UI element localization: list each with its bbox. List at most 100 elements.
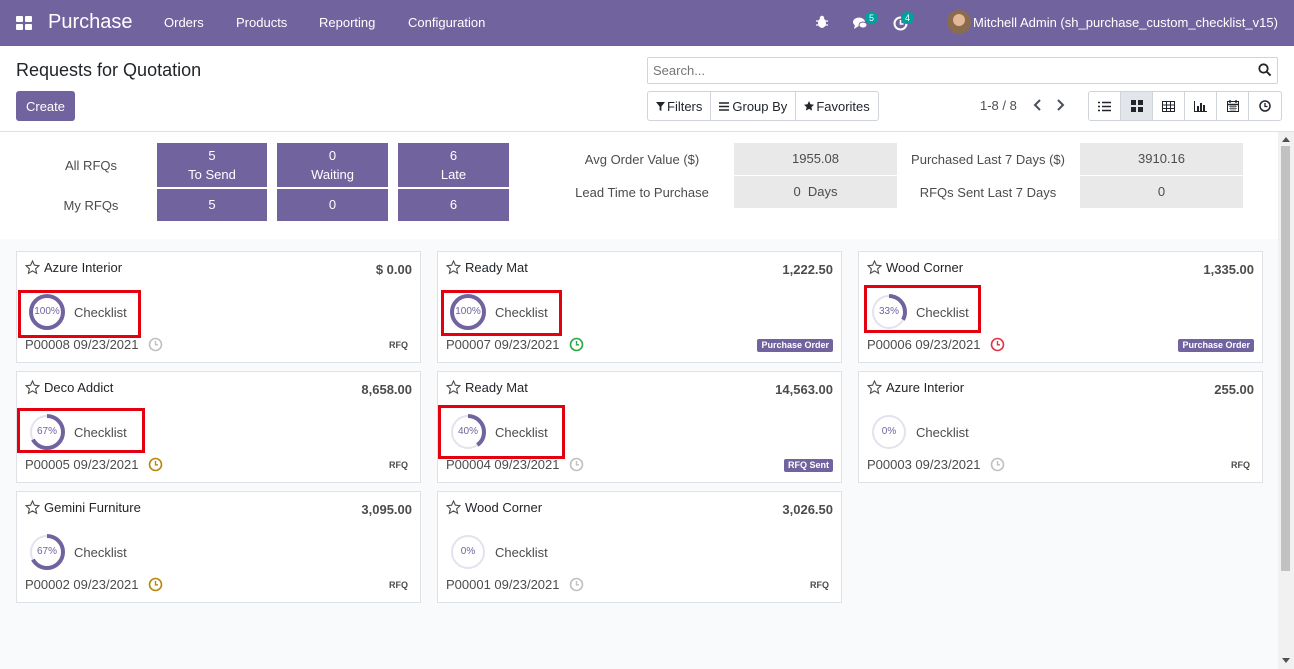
rfq-card[interactable]: Wood Corner 3,026.50 0% Checklist P00001 09/… — [437, 491, 842, 603]
rfq-card[interactable]: Azure Interior 255.00 0% Checklist P00003 09… — [858, 371, 1263, 483]
highlight-box — [864, 285, 981, 333]
app-brand[interactable]: Purchase — [48, 11, 133, 33]
status-badge: RFQ — [389, 340, 408, 350]
my-waiting-box[interactable]: 0 — [277, 189, 388, 221]
highlight-box — [441, 290, 562, 336]
checklist-percent: 0% — [881, 426, 897, 437]
activity-clock-icon[interactable] — [990, 457, 1005, 472]
scrollbar[interactable] — [1278, 132, 1294, 669]
checklist-percent: 40% — [457, 426, 478, 437]
checklist-label[interactable]: Checklist — [495, 305, 548, 320]
star-icon[interactable] — [25, 500, 40, 515]
search-icon[interactable] — [1258, 63, 1272, 77]
filters-button[interactable]: Filters — [648, 92, 712, 120]
pivot-view-button[interactable] — [1153, 92, 1185, 120]
favorites-button[interactable]: Favorites — [796, 92, 877, 120]
bug-icon[interactable] — [815, 15, 829, 29]
checklist-progress-ring — [29, 294, 65, 330]
checklist-label[interactable]: Checklist — [74, 545, 127, 560]
create-button[interactable]: Create — [16, 91, 75, 121]
checklist-label[interactable]: Checklist — [495, 425, 548, 440]
my-late-box[interactable]: 6 — [398, 189, 509, 221]
bar-chart-icon — [1194, 100, 1207, 112]
activity-clock-icon[interactable] — [990, 337, 1005, 352]
star-icon[interactable] — [867, 380, 882, 395]
messages-icon[interactable] — [852, 16, 868, 30]
scroll-down-icon[interactable] — [1282, 658, 1290, 664]
user-avatar[interactable] — [947, 10, 971, 34]
menu-configuration[interactable]: Configuration — [408, 15, 486, 30]
rfq-card[interactable]: Azure Interior $ 0.00 100% Checklist P00008 … — [16, 251, 421, 363]
groupby-button[interactable]: Group By — [711, 92, 797, 120]
star-icon[interactable] — [446, 380, 461, 395]
rfq-card[interactable]: Wood Corner 1,335.00 33% Checklist P00006 09… — [858, 251, 1263, 363]
waiting-box[interactable]: 0 Waiting — [277, 143, 388, 187]
checklist-label[interactable]: Checklist — [916, 425, 969, 440]
pager-value[interactable]: 1-8 / 8 — [980, 98, 1017, 113]
checklist-label[interactable]: Checklist — [495, 545, 548, 560]
star-icon[interactable] — [25, 260, 40, 275]
waiting-count: 0 — [328, 148, 337, 163]
menu-reporting[interactable]: Reporting — [319, 15, 376, 30]
purchased-value: 3910.16 — [1080, 143, 1243, 175]
groupby-label: Group By — [732, 98, 788, 114]
lead-time-label: Lead Time to Purchase — [575, 185, 709, 200]
activity-clock-icon[interactable] — [569, 577, 584, 592]
graph-view-button[interactable] — [1185, 92, 1217, 120]
rfq-card[interactable]: Ready Mat 14,563.00 40% Checklist P00004 09/… — [437, 371, 842, 483]
status-badge: Purchase Order — [757, 339, 833, 352]
all-rfqs-label: All RFQs — [65, 158, 117, 173]
highlight-box — [17, 408, 145, 453]
chevron-right-icon[interactable] — [1053, 98, 1067, 112]
checklist-percent: 33% — [878, 306, 899, 317]
activity-clock-icon[interactable] — [569, 457, 584, 472]
order-amount: 1,222.50 — [782, 262, 833, 277]
status-badge: RFQ Sent — [783, 459, 833, 472]
scroll-up-icon[interactable] — [1282, 136, 1290, 142]
star-icon[interactable] — [867, 260, 882, 275]
kanban-icon — [1130, 100, 1143, 112]
checklist-percent: 100% — [455, 306, 481, 317]
calendar-view-button[interactable] — [1217, 92, 1249, 120]
checklist-label[interactable]: Checklist — [916, 305, 969, 320]
list-view-button[interactable] — [1089, 92, 1121, 120]
my-to-send-box[interactable]: 5 — [157, 189, 267, 221]
user-menu[interactable]: Mitchell Admin (sh_purchase_custom_check… — [973, 15, 1278, 30]
kanban-view-button[interactable] — [1121, 92, 1153, 120]
menu-products[interactable]: Products — [236, 15, 288, 30]
order-amount: 3,026.50 — [782, 502, 833, 517]
checklist-percent: 0% — [460, 546, 476, 557]
checklist-label[interactable]: Checklist — [74, 425, 127, 440]
rfqs-sent-label: RFQs Sent Last 7 Days — [919, 185, 1057, 200]
late-box[interactable]: 6 Late — [398, 143, 509, 187]
activity-clock-icon[interactable] — [148, 337, 163, 352]
checklist-progress-ring — [872, 415, 906, 449]
chevron-left-icon[interactable] — [1031, 98, 1045, 112]
scrollbar-thumb[interactable] — [1281, 146, 1290, 571]
menu-orders[interactable]: Orders — [164, 15, 204, 30]
checklist-progress-ring — [450, 414, 486, 450]
apps-menu-icon[interactable] — [16, 16, 32, 30]
messages-badge: 5 — [865, 12, 879, 24]
order-reference: P00008 09/23/2021 — [25, 337, 139, 352]
order-reference: P00007 09/23/2021 — [446, 337, 560, 352]
rfq-card[interactable]: Deco Addict 8,658.00 67% Checklist P00005 09… — [16, 371, 421, 483]
activity-view-button[interactable] — [1249, 92, 1281, 120]
activity-clock-icon[interactable] — [569, 337, 584, 352]
rfq-card[interactable]: Gemini Furniture 3,095.00 67% Checklist P000… — [16, 491, 421, 603]
partner-name: Ready Mat — [465, 380, 528, 395]
lead-time-value: 0 Days — [734, 176, 897, 208]
checklist-percent: 67% — [36, 426, 57, 437]
checklist-label[interactable]: Checklist — [74, 305, 127, 320]
star-icon[interactable] — [446, 260, 461, 275]
rfq-card[interactable]: Ready Mat 1,222.50 100% Checklist P00007 09/… — [437, 251, 842, 363]
to-send-box[interactable]: 5 To Send — [157, 143, 267, 187]
star-icon[interactable] — [25, 380, 40, 395]
activity-clock-icon[interactable] — [148, 577, 163, 592]
search-input[interactable] — [648, 58, 1238, 83]
top-navbar: Purchase Orders Products Reporting Confi… — [0, 0, 1294, 46]
star-icon[interactable] — [446, 500, 461, 515]
late-count: 6 — [449, 148, 458, 163]
activity-clock-icon[interactable] — [148, 457, 163, 472]
order-reference: P00001 09/23/2021 — [446, 577, 560, 592]
